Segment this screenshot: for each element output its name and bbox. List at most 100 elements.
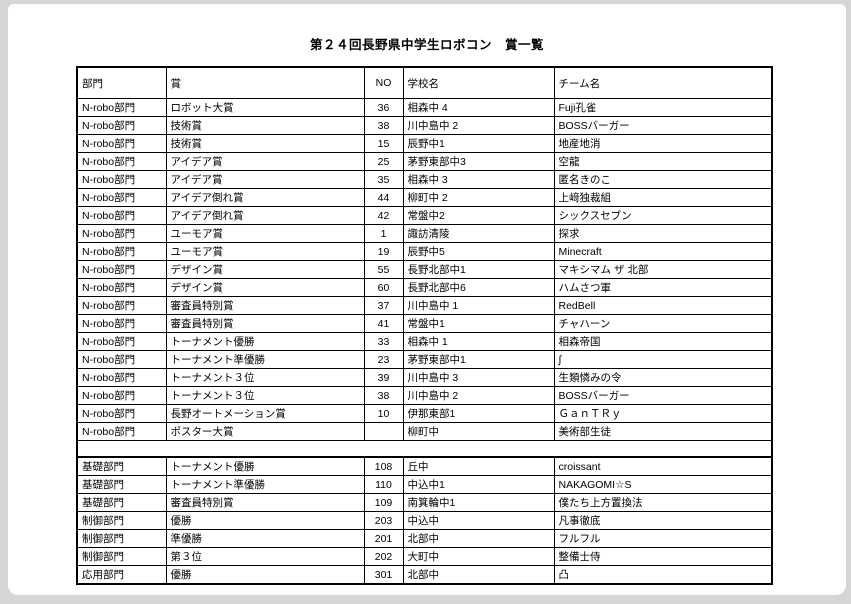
cell-team: ハムさつ軍 [553,278,773,297]
cell-team: NAKAGOMI☆S [553,475,773,494]
cell-department: N-robo部門 [76,206,167,225]
cell-school: 長野北部中1 [402,260,555,279]
cell-team: 匿名きのこ [553,170,773,189]
cell-department: N-robo部門 [76,98,167,117]
cell-department: N-robo部門 [76,224,167,243]
cell-no: 35 [363,170,404,189]
header-no: NO [363,66,404,99]
cell-team: 凡事徹底 [553,511,773,530]
cell-no: 38 [363,116,404,135]
cell-school: 北部中 [402,565,555,585]
cell-no: 203 [363,511,404,530]
table-row: N-robo部門 アイデア倒れ賞 44 柳町中 2 上﨑独裁組 [76,188,773,207]
cell-team: 僕たち上方置換法 [553,493,773,512]
cell-department: 基礎部門 [76,493,167,512]
cell-no: 42 [363,206,404,225]
cell-school: 茅野東部中3 [402,152,555,171]
cell-award: ユーモア賞 [165,224,365,243]
cell-no: 201 [363,529,404,548]
table-row: N-robo部門 ロボット大賞 36 相森中 4 Fuji孔雀 [76,98,773,117]
cell-school: 相森中 3 [402,170,555,189]
cell-department: N-robo部門 [76,332,167,351]
table-row: N-robo部門 アイデア倒れ賞 42 常盤中2 シックスセブン [76,206,773,225]
cell-no: 44 [363,188,404,207]
cell-team: 美術部生徒 [553,422,773,441]
cell-no: 108 [363,456,404,476]
table-row: 基礎部門 審査員特別賞 109 南箕輪中1 僕たち上方置換法 [76,493,773,512]
cell-no: 109 [363,493,404,512]
cell-no: 23 [363,350,404,369]
cell-department: 制御部門 [76,529,167,548]
cell-department: N-robo部門 [76,386,167,405]
table-header-row: 部門 賞 NO 学校名 チーム名 [76,66,773,99]
cell-award: 準優勝 [165,529,365,548]
cell-team: 整備士侍 [553,547,773,566]
cell-no: 202 [363,547,404,566]
table-row: N-robo部門 トーナメント優勝 33 相森中 1 相森帝国 [76,332,773,351]
cell-school: 相森中 1 [402,332,555,351]
cell-award: ユーモア賞 [165,242,365,261]
cell-school: 丘中 [402,456,555,476]
cell-department: 基礎部門 [76,456,167,476]
table-row: N-robo部門 長野オートメーション賞 10 伊那東部1 ＧａｎＴＲｙ [76,404,773,423]
cell-award: 技術賞 [165,134,365,153]
cell-award: アイデア倒れ賞 [165,188,365,207]
cell-team: チャハーン [553,314,773,333]
cell-no: 55 [363,260,404,279]
cell-team: 生類憐みの令 [553,368,773,387]
cell-department: N-robo部門 [76,242,167,261]
cell-no: 39 [363,368,404,387]
cell-school: 川中島中 2 [402,386,555,405]
table-row: N-robo部門 アイデア賞 35 相森中 3 匿名きのこ [76,170,773,189]
header-department: 部門 [76,66,167,99]
cell-award: アイデア賞 [165,152,365,171]
table-row: 制御部門 優勝 203 中込中 凡事徹底 [76,511,773,530]
cell-award: 審査員特別賞 [165,296,365,315]
cell-award: 優勝 [165,565,365,585]
table-row: N-robo部門 デザイン賞 55 長野北部中1 マキシマム ザ 北部 [76,260,773,279]
cell-award: 優勝 [165,511,365,530]
cell-school: 柳町中 2 [402,188,555,207]
cell-team: マキシマム ザ 北部 [553,260,773,279]
cell-school: 南箕輪中1 [402,493,555,512]
cell-team: シックスセブン [553,206,773,225]
cell-team: フルフル [553,529,773,548]
cell-department: N-robo部門 [76,188,167,207]
cell-school: 諏訪清陵 [402,224,555,243]
cell-team: ＧａｎＴＲｙ [553,404,773,423]
cell-school: 常盤中1 [402,314,555,333]
cell-award: 技術賞 [165,116,365,135]
table-row: N-robo部門 審査員特別賞 41 常盤中1 チャハーン [76,314,773,333]
cell-school: 相森中 4 [402,98,555,117]
awards-table-body: N-robo部門 ロボット大賞 36 相森中 4 Fuji孔雀 N-robo部門 技術賞 38… [76,98,773,585]
cell-school: 茅野東部中1 [402,350,555,369]
cell-department: N-robo部門 [76,134,167,153]
cell-award: トーナメント３位 [165,368,365,387]
cell-school: 川中島中 1 [402,296,555,315]
document-page: 第２４回長野県中学生ロボコン 賞一覧 部門 賞 NO 学校名 チーム名 N-ro… [8,4,846,595]
cell-award: トーナメント優勝 [165,456,365,476]
cell-no: 110 [363,475,404,494]
cell-team: BOSSバーガー [553,116,773,135]
cell-no: 33 [363,332,404,351]
cell-school: 川中島中 3 [402,368,555,387]
cell-team: 凸 [553,565,773,585]
section-spacer-row [77,440,772,458]
table-row: N-robo部門 トーナメント３位 38 川中島中 2 BOSSバーガー [76,386,773,405]
table-row: 制御部門 準優勝 201 北部中 フルフル [76,529,773,548]
cell-school: 北部中 [402,529,555,548]
cell-team: 地産地消 [553,134,773,153]
table-row: N-robo部門 トーナメント準優勝 23 茅野東部中1 ∫ [76,350,773,369]
page-title: 第２４回長野県中学生ロボコン 賞一覧 [309,38,544,52]
header-school: 学校名 [402,66,555,99]
cell-award: デザイン賞 [165,260,365,279]
cell-award: トーナメント優勝 [165,332,365,351]
cell-team: ∫ [553,350,773,369]
cell-team: 空龍 [553,152,773,171]
cell-award: 第３位 [165,547,365,566]
cell-school: 辰野中1 [402,134,555,153]
cell-no: 19 [363,242,404,261]
cell-award: ロボット大賞 [165,98,365,117]
table-row: N-robo部門 技術賞 15 辰野中1 地産地消 [76,134,773,153]
spacer-cell [77,440,772,458]
